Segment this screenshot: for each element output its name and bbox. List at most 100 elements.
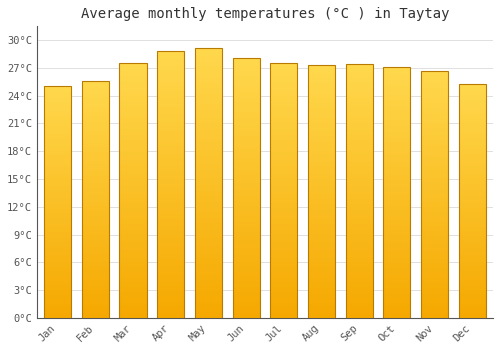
- Bar: [421, 110, 448, 113]
- Bar: [384, 132, 410, 135]
- Bar: [346, 209, 373, 211]
- Bar: [346, 178, 373, 181]
- Bar: [458, 243, 486, 245]
- Bar: [82, 112, 109, 114]
- Bar: [384, 238, 410, 240]
- Bar: [346, 239, 373, 242]
- Bar: [44, 302, 71, 304]
- Bar: [82, 126, 109, 128]
- Bar: [421, 261, 448, 264]
- Bar: [308, 217, 335, 219]
- Bar: [458, 170, 486, 173]
- Bar: [270, 196, 297, 198]
- Bar: [421, 167, 448, 169]
- Bar: [384, 177, 410, 180]
- Bar: [195, 207, 222, 210]
- Bar: [421, 133, 448, 135]
- Bar: [157, 265, 184, 267]
- Bar: [120, 257, 146, 259]
- Bar: [384, 175, 410, 177]
- Bar: [308, 179, 335, 181]
- Bar: [120, 259, 146, 262]
- Bar: [384, 125, 410, 127]
- Bar: [44, 190, 71, 192]
- Bar: [346, 163, 373, 166]
- Bar: [458, 187, 486, 189]
- Bar: [421, 115, 448, 118]
- Bar: [308, 260, 335, 262]
- Bar: [270, 275, 297, 277]
- Bar: [270, 303, 297, 305]
- Bar: [384, 165, 410, 167]
- Bar: [346, 252, 373, 254]
- Bar: [308, 209, 335, 212]
- Bar: [157, 153, 184, 155]
- Bar: [44, 248, 71, 251]
- Bar: [82, 199, 109, 202]
- Bar: [82, 192, 109, 195]
- Bar: [308, 197, 335, 199]
- Bar: [120, 178, 146, 180]
- Bar: [157, 166, 184, 169]
- Bar: [458, 96, 486, 98]
- Bar: [157, 259, 184, 262]
- Bar: [421, 127, 448, 130]
- Bar: [384, 155, 410, 157]
- Bar: [346, 145, 373, 148]
- Bar: [232, 302, 260, 305]
- Bar: [270, 239, 297, 241]
- Bar: [308, 174, 335, 176]
- Bar: [384, 295, 410, 298]
- Bar: [232, 297, 260, 300]
- Bar: [232, 274, 260, 276]
- Bar: [120, 290, 146, 292]
- Bar: [384, 288, 410, 290]
- Bar: [44, 311, 71, 313]
- Bar: [195, 96, 222, 99]
- Bar: [421, 239, 448, 241]
- Bar: [157, 299, 184, 302]
- Bar: [346, 128, 373, 130]
- Bar: [82, 81, 109, 83]
- Bar: [384, 300, 410, 303]
- Bar: [458, 259, 486, 262]
- Bar: [195, 239, 222, 242]
- Bar: [44, 290, 71, 292]
- Bar: [232, 81, 260, 84]
- Bar: [232, 131, 260, 133]
- Bar: [458, 273, 486, 276]
- Bar: [384, 167, 410, 170]
- Bar: [44, 258, 71, 260]
- Bar: [346, 138, 373, 140]
- Bar: [270, 152, 297, 155]
- Bar: [270, 198, 297, 201]
- Bar: [458, 189, 486, 191]
- Bar: [346, 308, 373, 310]
- Bar: [195, 64, 222, 66]
- Bar: [44, 160, 71, 162]
- Bar: [270, 71, 297, 74]
- Bar: [384, 105, 410, 107]
- Bar: [44, 316, 71, 318]
- Bar: [458, 278, 486, 280]
- Bar: [157, 291, 184, 294]
- Bar: [384, 94, 410, 97]
- Bar: [458, 100, 486, 103]
- Bar: [44, 132, 71, 134]
- Title: Average monthly temperatures (°C ) in Taytay: Average monthly temperatures (°C ) in Ta…: [80, 7, 449, 21]
- Bar: [421, 244, 448, 246]
- Bar: [120, 267, 146, 270]
- Bar: [346, 186, 373, 189]
- Bar: [270, 122, 297, 124]
- Bar: [270, 201, 297, 203]
- Bar: [308, 303, 335, 305]
- Bar: [195, 226, 222, 229]
- Bar: [82, 100, 109, 102]
- Bar: [384, 185, 410, 187]
- Bar: [384, 293, 410, 295]
- Bar: [458, 224, 486, 226]
- Bar: [346, 94, 373, 97]
- Bar: [82, 211, 109, 214]
- Bar: [195, 48, 222, 318]
- Bar: [44, 90, 71, 92]
